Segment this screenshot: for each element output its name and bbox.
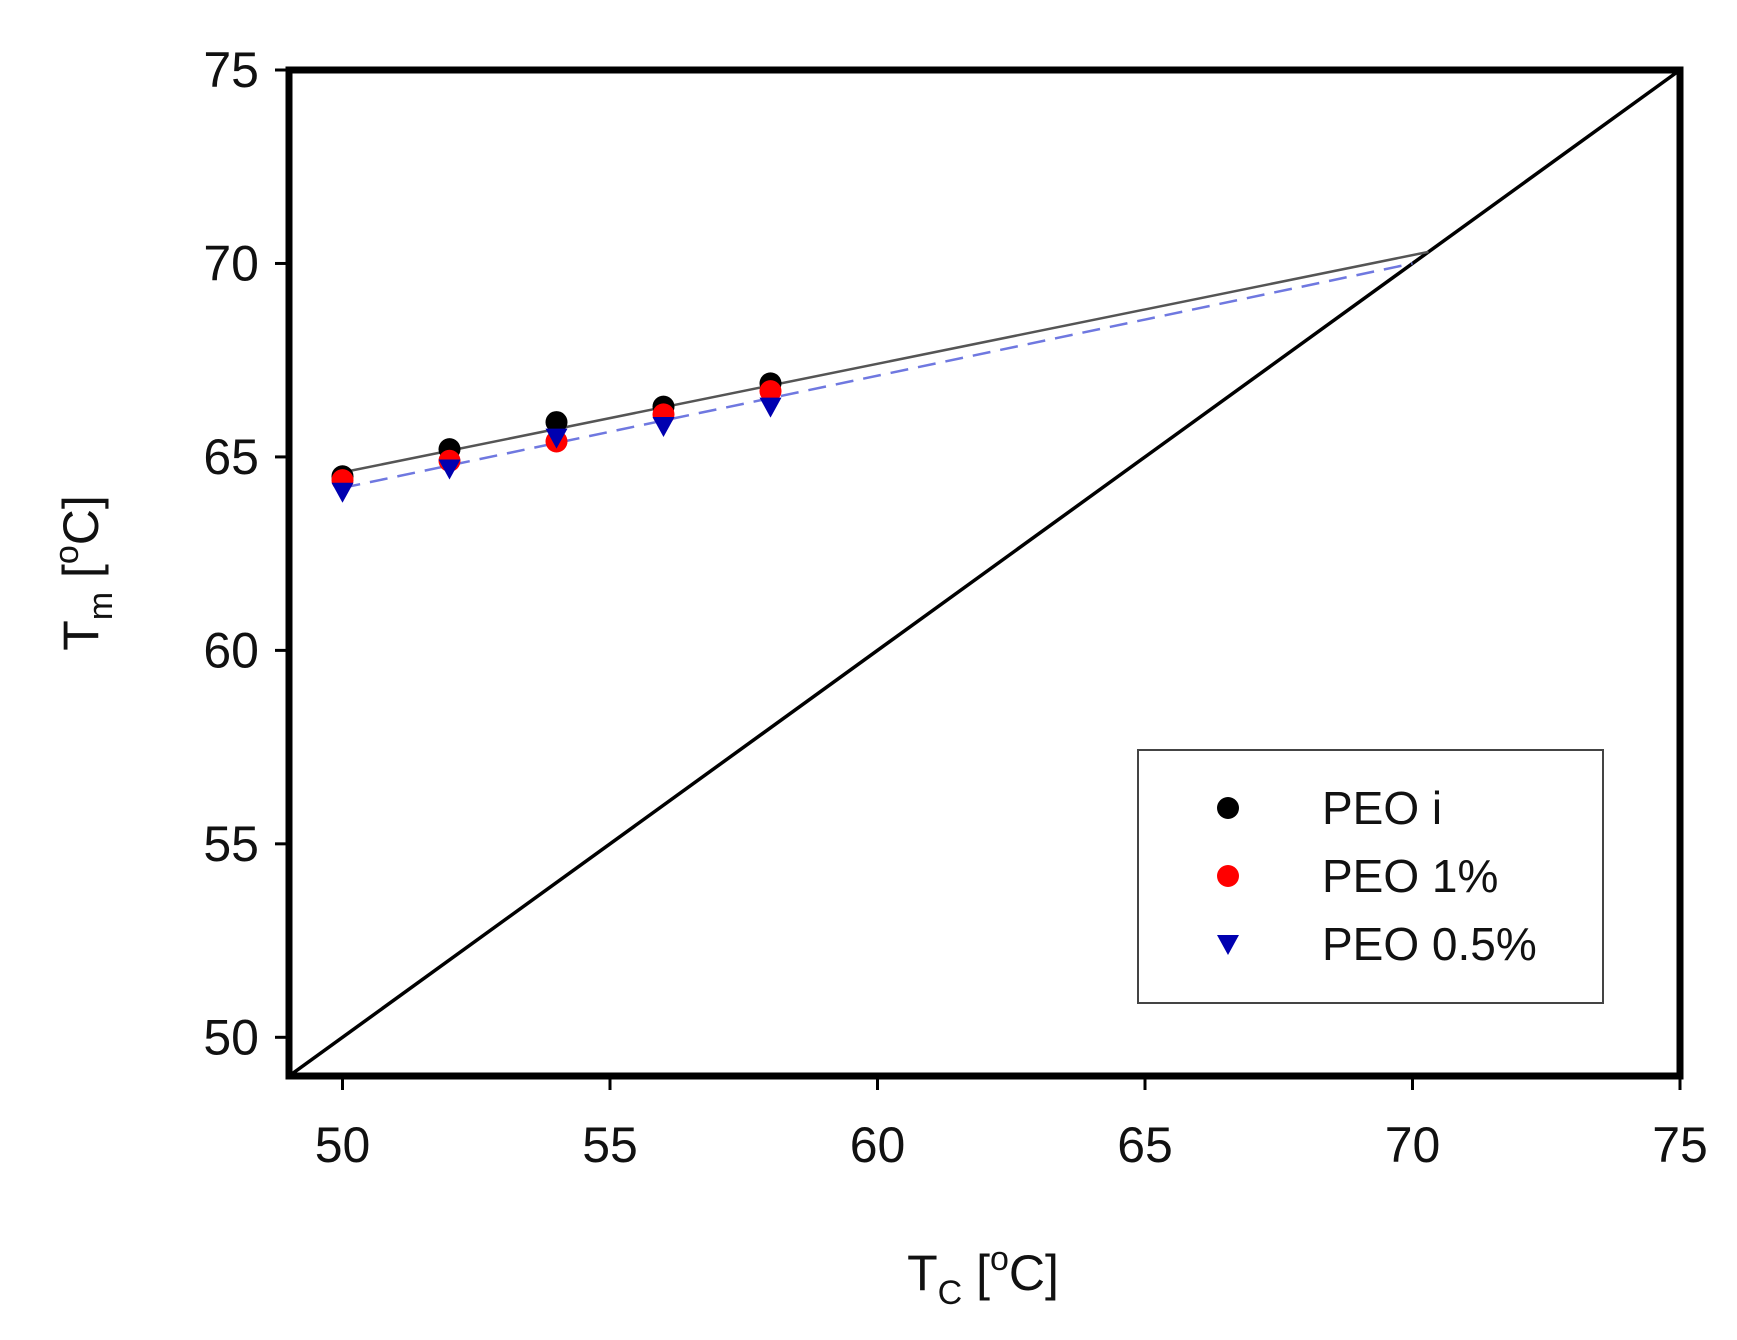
- x-axis-title-unit: [: [962, 1245, 990, 1301]
- point-series-2-3: [652, 416, 675, 437]
- fit-line-series-0: [342, 250, 1429, 474]
- point-series-2-2: [545, 428, 568, 449]
- legend-label-1: PEO 1%: [1322, 850, 1498, 902]
- point-series-2-0: [331, 482, 354, 503]
- x-tick-label-2: 60: [850, 1117, 906, 1173]
- x-axis-title-sub: C: [938, 1274, 963, 1312]
- y-tick-label-4: 70: [203, 235, 259, 291]
- legend-marker-2: [1217, 935, 1239, 955]
- x-tick-label-4: 70: [1385, 1117, 1441, 1173]
- legend-label-2: PEO 0.5%: [1322, 918, 1537, 970]
- x-tick-label-5: 75: [1652, 1117, 1708, 1173]
- markers-layer: [331, 372, 782, 503]
- y-axis-title-sup: o: [48, 545, 86, 564]
- legend-items: PEO i PEO 1% PEO 0.5%: [1217, 782, 1537, 970]
- legend-box: [1137, 749, 1604, 1004]
- y-axis-title-unit: [: [53, 564, 109, 592]
- x-tick-label-3: 65: [1117, 1117, 1173, 1173]
- plot-frame: [285, 66, 1684, 1080]
- legend-marker-1: [1217, 865, 1239, 887]
- x-axis-title-unit-end: C]: [1009, 1245, 1059, 1301]
- legend-label-0: PEO i: [1322, 782, 1442, 834]
- point-series-2-1: [438, 459, 461, 480]
- x-axis-title-sup: o: [990, 1240, 1009, 1278]
- ticks-layer: 50 55 60 65 70 75 50 55 60 65 70 75: [203, 42, 1707, 1173]
- y-axis-title: Tm [oC]: [48, 495, 120, 651]
- y-axis-title-unit-end: C]: [53, 495, 109, 545]
- legend: PEO i PEO 1% PEO 0.5%: [1137, 749, 1604, 1004]
- legend-marker-0: [1217, 797, 1239, 819]
- y-axis-title-sub: m: [82, 592, 120, 620]
- y-tick-label-2: 60: [203, 622, 259, 678]
- fit-line-series-2: [342, 262, 1413, 490]
- y-axis-title-main: T: [53, 620, 109, 651]
- y-tick-label-5: 75: [203, 42, 259, 98]
- x-tick-label-0: 50: [315, 1117, 371, 1173]
- lines-layer: [289, 70, 1680, 1076]
- point-series-2-4: [759, 397, 782, 418]
- x-tick-label-1: 55: [582, 1117, 638, 1173]
- reference-line: [289, 70, 1680, 1076]
- point-series-1-4: [759, 380, 782, 403]
- point-series-0-2: [545, 411, 568, 434]
- x-axis-title: TC [oC]: [907, 1240, 1059, 1312]
- y-tick-label-0: 50: [203, 1009, 259, 1065]
- x-axis-title-main: T: [907, 1245, 938, 1301]
- y-tick-label-3: 65: [203, 429, 259, 485]
- y-tick-label-1: 55: [203, 816, 259, 872]
